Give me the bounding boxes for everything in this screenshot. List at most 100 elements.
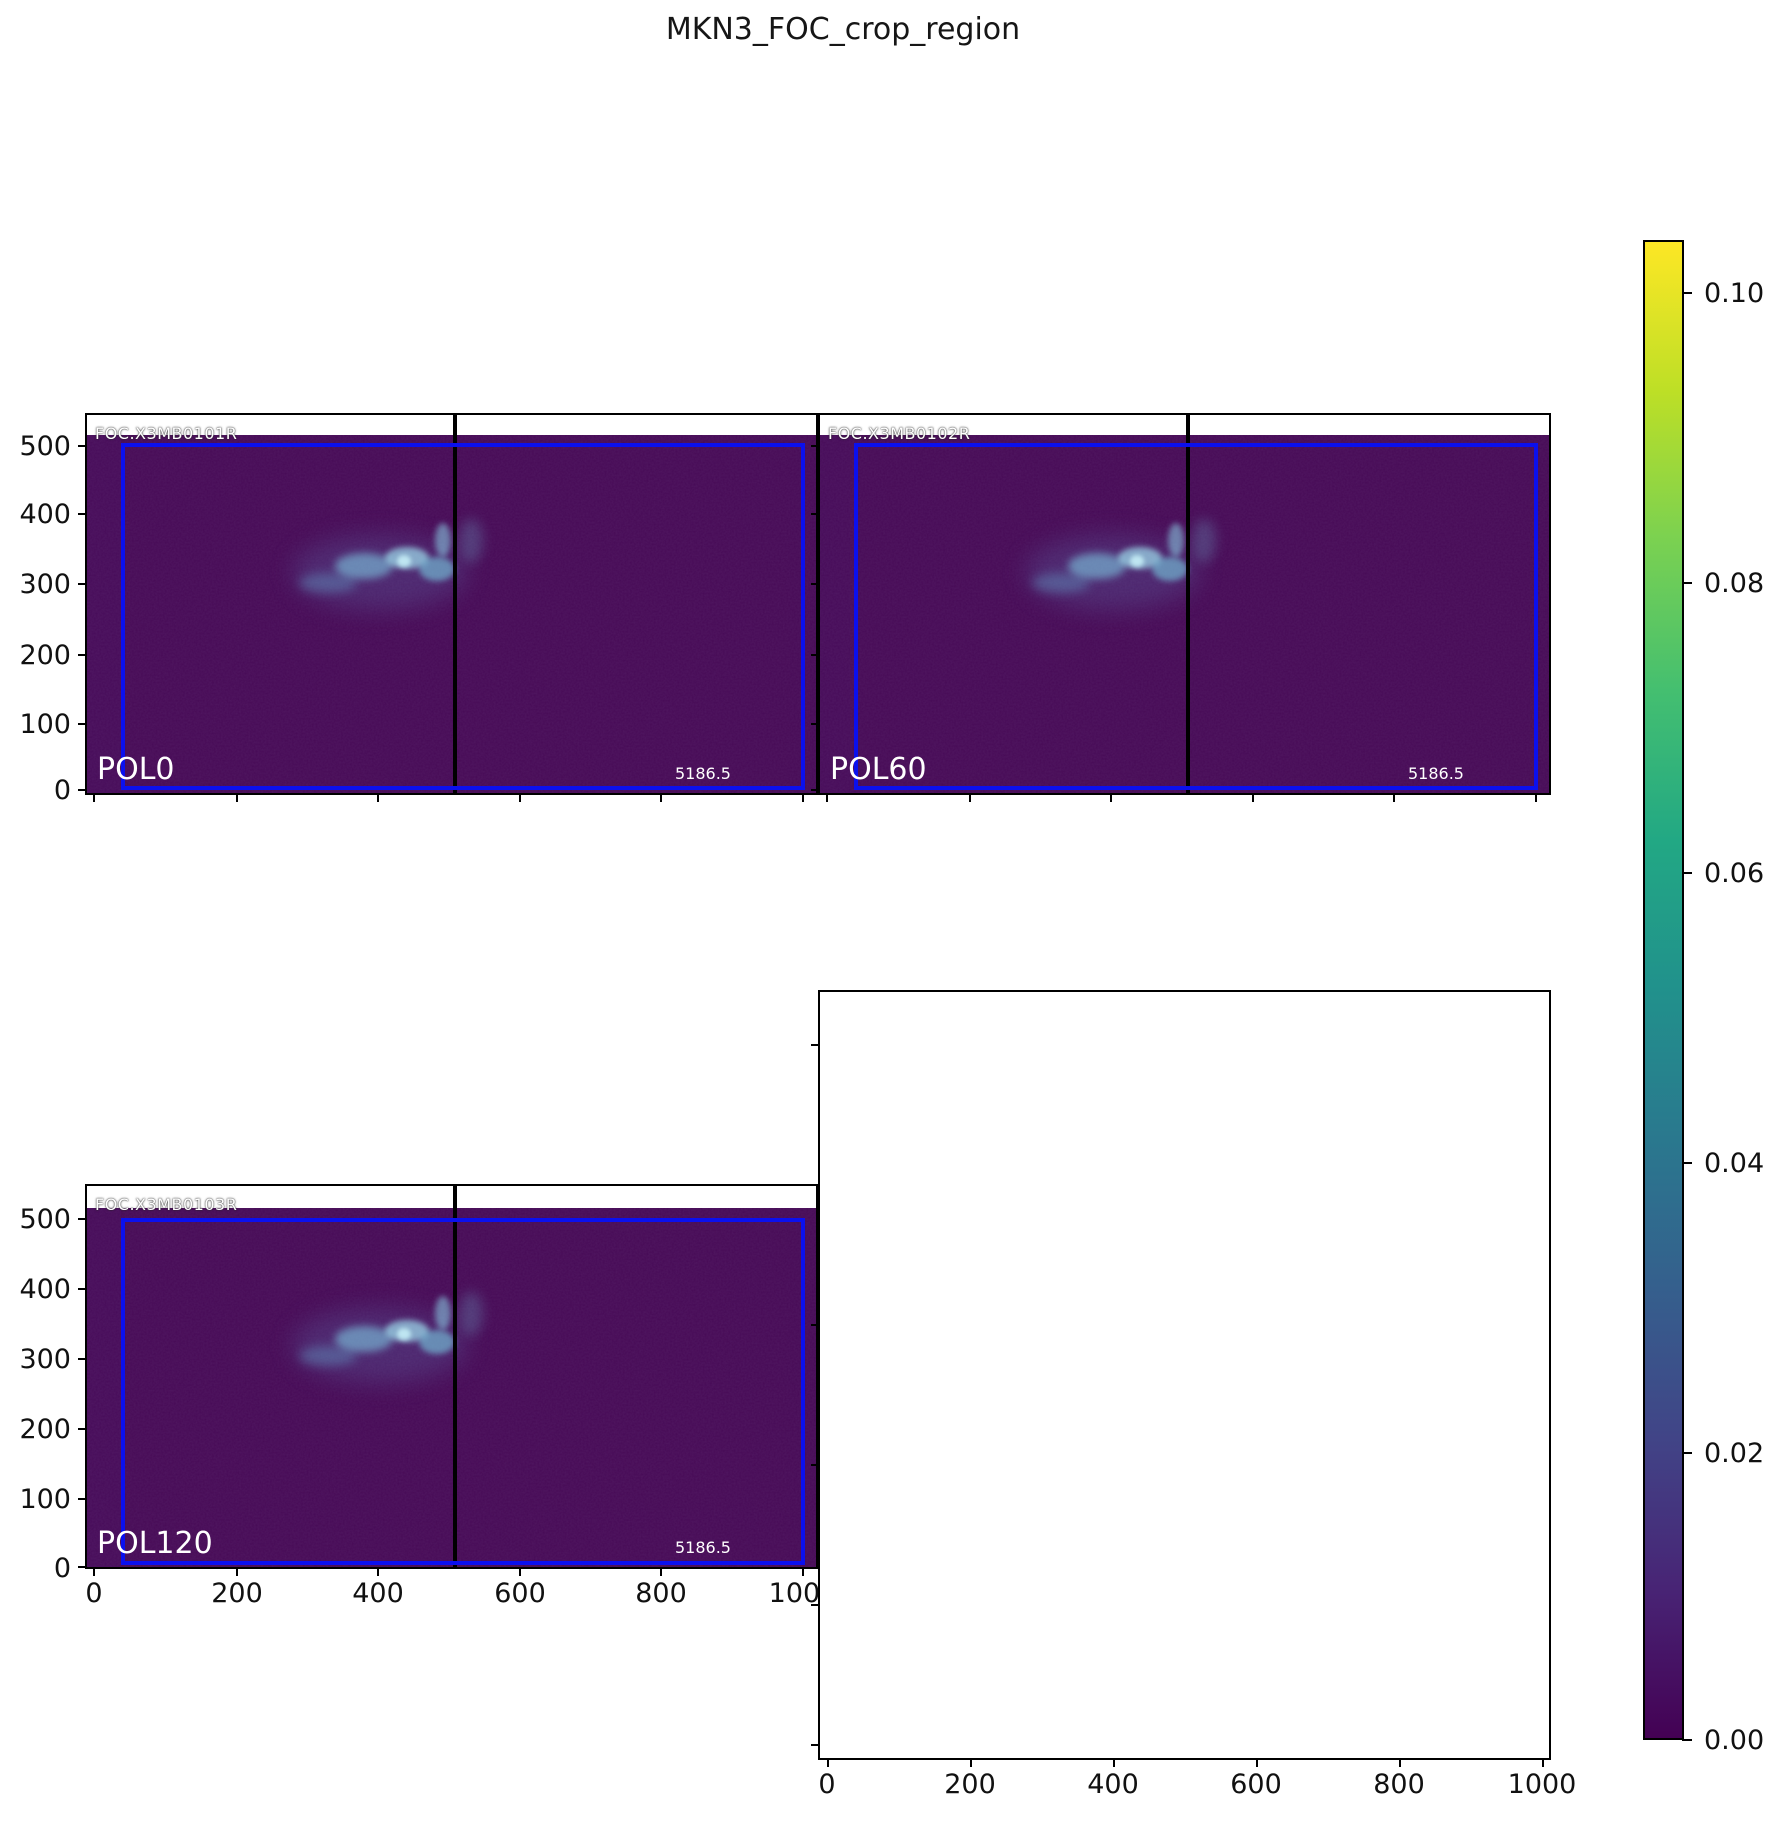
tick-mark (1256, 1758, 1258, 1767)
image-canvas-pol0 (87, 435, 816, 793)
tick-mark (970, 1758, 972, 1767)
colorbar-tick-label: 0.04 (1704, 1147, 1765, 1179)
tick-mark (78, 1566, 87, 1568)
tick-mark (377, 793, 379, 802)
tick-mark (802, 793, 804, 802)
tick-mark (826, 793, 828, 802)
tick-mark (236, 793, 238, 802)
tick-mark (811, 1044, 820, 1046)
figure-title: MKN3_FOC_crop_region (665, 12, 1021, 47)
tick-mark (1682, 1739, 1692, 1741)
x-tick-label: 800 (635, 1578, 687, 1609)
y-tick-label: 400 (19, 1273, 71, 1305)
x-tick-label: 1000 (1507, 1769, 1577, 1800)
tick-mark (969, 793, 971, 802)
colorbar-tick-label: 0.06 (1704, 857, 1765, 889)
tick-mark (1535, 793, 1537, 802)
tick-mark (78, 789, 87, 791)
tick-mark (827, 1758, 829, 1767)
tick-mark (1682, 292, 1692, 294)
tick-mark (811, 445, 820, 447)
colorbar-tick-label: 0.02 (1704, 1437, 1765, 1469)
tick-mark (811, 1184, 820, 1186)
y-tick-label: 0 (53, 1552, 71, 1584)
image-noise-texture (87, 435, 816, 793)
galaxy-feature (820, 435, 1549, 793)
tick-mark (377, 1567, 379, 1576)
tick-mark (1110, 793, 1112, 802)
obs-id-label: FOC.X3MB0103R (95, 1195, 238, 1214)
colorbar-tick-label: 0.08 (1704, 567, 1765, 599)
tick-mark (236, 1567, 238, 1576)
x-tick-label: 800 (1373, 1769, 1425, 1800)
galaxy-feature (87, 1208, 816, 1567)
tick-mark (660, 1567, 662, 1576)
tick-mark (78, 654, 87, 656)
x-tick-label: 0 (818, 1769, 836, 1800)
x-tick-label: 200 (211, 1578, 263, 1609)
tick-mark (1682, 1162, 1692, 1164)
x-tick-label: 400 (352, 1578, 404, 1609)
tick-mark (78, 1428, 87, 1430)
x-tick-label: 400 (1087, 1769, 1139, 1800)
tick-mark (811, 654, 820, 656)
colorbar-tick-label: 0.10 (1704, 277, 1765, 309)
tick-mark (93, 793, 95, 802)
x-tick-label: 200 (944, 1769, 996, 1800)
tick-mark (1682, 872, 1692, 874)
y-tick-label: 0 (53, 774, 71, 806)
x-tick-label: 0 (85, 1578, 103, 1609)
image-canvas-pol120 (87, 1208, 816, 1567)
tick-mark (78, 513, 87, 515)
pol-label: POL60 (830, 752, 927, 787)
colorbar-tick-label: 0.00 (1704, 1724, 1765, 1756)
image-canvas-pol60 (820, 435, 1549, 793)
tick-mark (811, 789, 820, 791)
tick-mark (1252, 793, 1254, 802)
tick-mark (1399, 1758, 1401, 1767)
detector-seam-line (453, 1186, 457, 1567)
crop-region-rect (121, 443, 805, 790)
tick-mark (78, 1498, 87, 1500)
x-tick-label: 600 (1230, 1769, 1282, 1800)
panel-pol0: FOC.X3MB0101R POL0 5186.5 500 400 300 20… (19, 413, 818, 806)
tick-mark (78, 1288, 87, 1290)
tick-mark (1393, 793, 1395, 802)
colorbar: 0.10 0.08 0.06 0.04 0.02 0.00 (1643, 240, 1764, 1756)
panel-empty: 0 200 400 600 800 1000 (811, 990, 1576, 1800)
y-tick-label: 300 (19, 568, 71, 600)
crop-region-rect (121, 1218, 805, 1565)
obs-id-label: FOC.X3MB0102R (828, 424, 971, 443)
detector-seam-line (1186, 415, 1190, 793)
tick-mark (1682, 1452, 1692, 1454)
tick-mark (93, 1567, 95, 1576)
pol-label: POL120 (97, 1526, 213, 1561)
image-noise-texture (820, 435, 1549, 793)
flux-annotation: 5186.5 (675, 1538, 731, 1557)
tick-mark (78, 1358, 87, 1360)
detector-seam-line (453, 415, 457, 793)
y-tick-label: 300 (19, 1343, 71, 1375)
y-tick-label: 400 (19, 498, 71, 530)
tick-mark (811, 1464, 820, 1466)
galaxy-feature (87, 435, 816, 793)
y-tick-label: 200 (19, 1413, 71, 1445)
panel-pol60: FOC.X3MB0102R POL60 5186.5 (811, 413, 1551, 802)
tick-mark (811, 583, 820, 585)
tick-mark (519, 1567, 521, 1576)
tick-mark (1682, 582, 1692, 584)
y-tick-label: 100 (19, 1483, 71, 1515)
flux-annotation: 5186.5 (675, 764, 731, 783)
flux-annotation: 5186.5 (1408, 764, 1464, 783)
pol-label: POL0 (97, 752, 175, 787)
y-tick-label: 500 (19, 1203, 71, 1235)
y-tick-label: 100 (19, 708, 71, 740)
tick-mark (660, 793, 662, 802)
crop-region-rect (854, 443, 1538, 790)
x-tick-label: 600 (494, 1578, 546, 1609)
tick-mark (811, 723, 820, 725)
tick-mark (802, 1567, 804, 1576)
tick-mark (78, 723, 87, 725)
y-tick-label: 200 (19, 639, 71, 671)
